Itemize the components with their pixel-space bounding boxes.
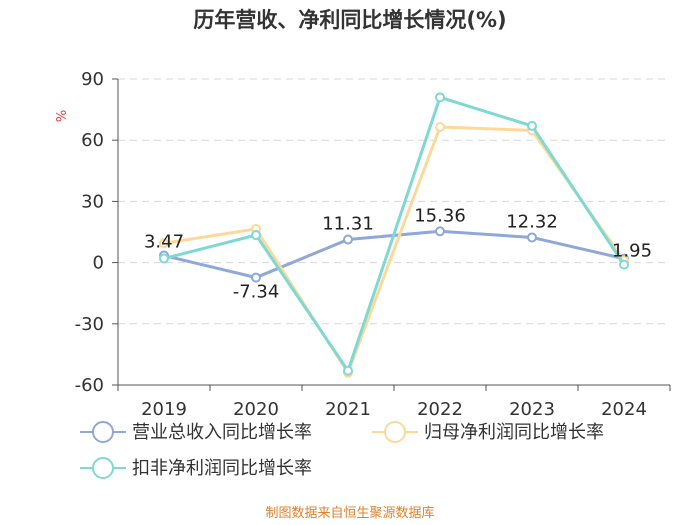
source-note: 制图数据来自恒生聚源数据库 — [265, 505, 434, 521]
legend-swatch-marker — [384, 421, 406, 443]
data-point — [159, 238, 169, 249]
axes: 90 60 30 0 -30 -60 2019 2020 2021 2022 2023 2024 — [75, 69, 671, 420]
y-tick-label: 0 — [93, 253, 104, 274]
data-point — [435, 121, 445, 132]
y-tick-label: 30 — [81, 191, 104, 212]
x-tick-label: 2021 — [325, 399, 371, 420]
x-tick-label: 2024 — [601, 399, 647, 420]
data-point — [343, 234, 353, 245]
data-point — [435, 92, 445, 103]
series-2 — [159, 121, 629, 378]
series-line — [163, 95, 626, 373]
legend-swatch-marker — [92, 421, 114, 443]
series-layer — [159, 92, 629, 378]
data-label: -7.34 — [233, 282, 280, 303]
data-label: 1.95 — [612, 241, 652, 262]
data-point — [527, 232, 537, 243]
data-point — [527, 120, 537, 131]
legend-item: 营业总收入同比增长率 — [80, 421, 312, 443]
legend-item: 归母净利润同比增长率 — [372, 421, 604, 443]
y-tick-label: 60 — [81, 130, 104, 151]
legend-label: 营业总收入同比增长率 — [132, 422, 312, 443]
legend-item: 扣非净利润同比增长率 — [80, 457, 312, 479]
data-label: 12.32 — [506, 211, 558, 232]
data-labels: 3.47 -7.34 11.31 15.36 12.32 1.95 — [144, 205, 652, 302]
data-point — [343, 365, 353, 376]
y-axis-label: % — [55, 110, 70, 122]
legend-label: 归母净利润同比增长率 — [424, 422, 604, 443]
x-tick-label: 2020 — [233, 399, 279, 420]
data-point — [251, 272, 261, 283]
series-3 — [159, 92, 629, 376]
data-point — [435, 226, 445, 237]
series-line — [163, 125, 626, 375]
y-tick-label: -60 — [75, 375, 104, 396]
y-tick-label: 90 — [81, 69, 104, 90]
x-tick-label: 2023 — [509, 399, 555, 420]
legend-swatch-marker — [92, 457, 114, 479]
legend-label: 扣非净利润同比增长率 — [132, 458, 312, 479]
x-tick-label: 2019 — [141, 399, 187, 420]
data-point — [251, 230, 261, 241]
data-label: 15.36 — [414, 205, 466, 226]
data-label: 3.47 — [144, 232, 184, 253]
x-tick-label: 2022 — [417, 399, 463, 420]
chart-title: 历年营收、净利同比增长情况(%) — [193, 8, 506, 32]
data-point — [159, 253, 169, 264]
data-point — [619, 259, 629, 270]
y-tick-label: -30 — [75, 314, 104, 335]
data-label: 11.31 — [322, 214, 374, 235]
